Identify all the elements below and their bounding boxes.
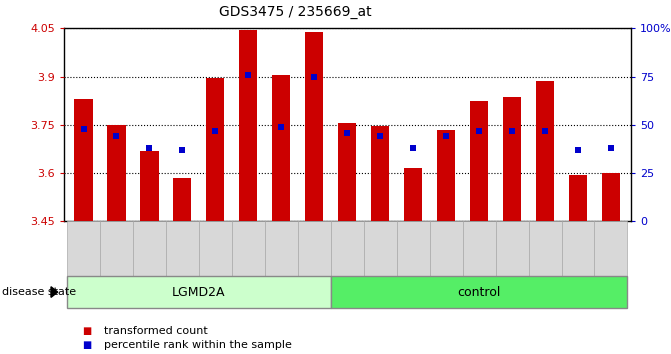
Bar bbox=[199, 221, 232, 294]
Text: disease state: disease state bbox=[2, 287, 76, 297]
Bar bbox=[602, 173, 620, 221]
Text: ■: ■ bbox=[83, 326, 92, 336]
Bar bbox=[569, 175, 587, 221]
Bar bbox=[364, 221, 397, 294]
Bar bbox=[100, 221, 133, 294]
Text: LGMD2A: LGMD2A bbox=[172, 286, 225, 298]
Bar bbox=[133, 221, 166, 294]
Bar bbox=[74, 99, 93, 221]
Bar bbox=[67, 276, 331, 308]
Bar bbox=[298, 221, 331, 294]
Bar bbox=[462, 221, 496, 294]
Bar bbox=[595, 221, 627, 294]
Bar bbox=[107, 125, 125, 221]
Bar bbox=[305, 32, 323, 221]
Bar bbox=[470, 101, 488, 221]
Bar bbox=[404, 168, 422, 221]
Text: transformed count: transformed count bbox=[104, 326, 208, 336]
Text: ■: ■ bbox=[83, 340, 92, 350]
Bar bbox=[166, 221, 199, 294]
Bar bbox=[265, 221, 298, 294]
Bar bbox=[429, 221, 462, 294]
Bar bbox=[437, 130, 455, 221]
Bar bbox=[206, 78, 224, 221]
Bar bbox=[272, 75, 291, 221]
Bar bbox=[562, 221, 595, 294]
Bar bbox=[338, 123, 356, 221]
Bar bbox=[529, 221, 562, 294]
Bar bbox=[240, 30, 258, 221]
Bar bbox=[232, 221, 265, 294]
Text: GDS3475 / 235669_at: GDS3475 / 235669_at bbox=[219, 5, 372, 19]
Bar bbox=[67, 221, 100, 294]
Bar bbox=[503, 97, 521, 221]
Bar bbox=[536, 81, 554, 221]
Bar bbox=[331, 221, 364, 294]
Text: percentile rank within the sample: percentile rank within the sample bbox=[104, 340, 292, 350]
Bar bbox=[331, 276, 627, 308]
Bar bbox=[397, 221, 429, 294]
Bar bbox=[140, 150, 158, 221]
Bar bbox=[371, 126, 389, 221]
Bar bbox=[496, 221, 529, 294]
Bar bbox=[173, 178, 191, 221]
Text: control: control bbox=[458, 286, 501, 298]
